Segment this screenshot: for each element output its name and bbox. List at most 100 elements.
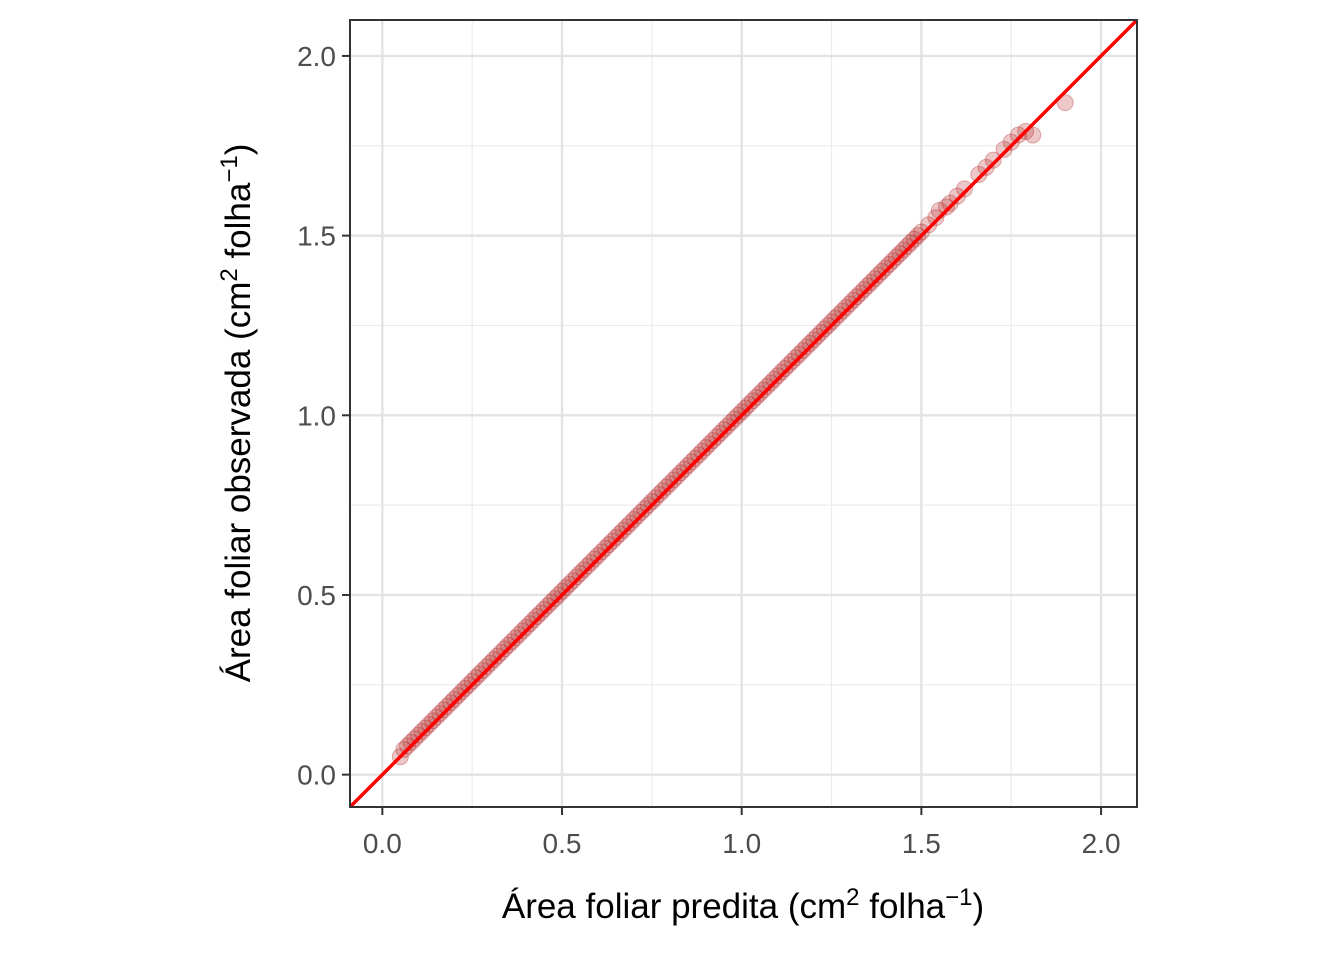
data-point xyxy=(672,464,690,482)
data-point xyxy=(758,378,776,396)
data-point xyxy=(891,245,909,263)
data-point xyxy=(905,230,923,248)
data-point xyxy=(844,291,862,309)
data-point xyxy=(596,539,614,557)
data-point xyxy=(772,363,790,381)
data-point xyxy=(460,676,478,694)
data-point xyxy=(841,295,859,313)
data-point xyxy=(625,511,643,529)
y-axis-title: Área foliar observada (cm2 folha−1) xyxy=(216,144,258,683)
data-point xyxy=(938,198,956,216)
data-point xyxy=(496,640,514,658)
data-point xyxy=(575,561,593,579)
data-point xyxy=(416,719,434,737)
data-point xyxy=(553,582,571,600)
y-axis-ticks: 0.0 0.5 1.0 1.5 2.0 xyxy=(297,41,350,791)
x-axis-ticks: 0.0 0.5 1.0 1.5 2.0 xyxy=(363,807,1121,859)
data-point xyxy=(632,503,650,521)
data-point xyxy=(876,259,894,277)
data-point xyxy=(668,467,686,485)
data-point xyxy=(790,345,808,363)
data-point xyxy=(481,654,499,672)
data-point xyxy=(449,687,467,705)
data-point xyxy=(643,493,661,511)
data-point xyxy=(650,485,668,503)
data-point xyxy=(402,733,420,751)
data-point xyxy=(560,575,578,593)
data-point xyxy=(887,248,905,266)
panel-border xyxy=(349,19,1138,808)
data-point xyxy=(794,342,812,360)
x-tick-label: 1.5 xyxy=(902,828,941,859)
data-point xyxy=(697,439,715,457)
y-tick-label: 0.0 xyxy=(297,760,336,791)
data-point xyxy=(690,446,708,464)
data-point xyxy=(941,194,959,212)
x-axis-title: Área foliar predita (cm2 folha−1) xyxy=(502,884,984,926)
data-point xyxy=(517,618,535,636)
data-point xyxy=(754,381,772,399)
data-point xyxy=(740,396,758,414)
data-point xyxy=(851,284,869,302)
data-point xyxy=(636,500,654,518)
data-point xyxy=(456,679,474,697)
data-point xyxy=(743,392,761,410)
data-point xyxy=(492,643,510,661)
data-point xyxy=(898,237,916,255)
data-point xyxy=(420,715,438,733)
data-point xyxy=(654,482,672,500)
data-point xyxy=(970,166,988,184)
data-point xyxy=(503,633,521,651)
data-points xyxy=(391,94,1074,766)
data-point xyxy=(531,604,549,622)
data-point xyxy=(920,216,938,234)
grid-lines xyxy=(350,20,1137,807)
data-point xyxy=(733,403,751,421)
data-point xyxy=(621,514,639,532)
data-point xyxy=(718,417,736,435)
data-point xyxy=(984,151,1002,169)
data-point xyxy=(1002,133,1020,151)
data-point xyxy=(442,694,460,712)
data-point xyxy=(582,554,600,572)
data-point xyxy=(567,568,585,586)
data-point xyxy=(848,288,866,306)
data-point xyxy=(424,712,442,730)
data-point xyxy=(956,180,974,198)
data-point xyxy=(675,460,693,478)
data-point xyxy=(1056,94,1074,112)
data-point xyxy=(693,442,711,460)
data-point xyxy=(474,661,492,679)
data-point xyxy=(815,320,833,338)
data-point xyxy=(726,410,744,428)
data-point xyxy=(711,424,729,442)
data-point xyxy=(902,234,920,252)
data-point xyxy=(801,334,819,352)
data-point xyxy=(445,690,463,708)
data-point xyxy=(700,435,718,453)
data-point xyxy=(880,255,898,273)
data-point xyxy=(614,521,632,539)
data-point xyxy=(747,388,765,406)
data-point xyxy=(478,658,496,676)
data-point xyxy=(808,327,826,345)
y-tick-label: 2.0 xyxy=(297,41,336,72)
data-point xyxy=(797,338,815,356)
x-tick-label: 1.0 xyxy=(722,828,761,859)
y-tick-label: 0.5 xyxy=(297,580,336,611)
data-point xyxy=(452,683,470,701)
data-point xyxy=(571,564,589,582)
data-point xyxy=(909,227,927,245)
data-point xyxy=(485,651,503,669)
data-point xyxy=(524,611,542,629)
data-point xyxy=(611,525,629,543)
data-point xyxy=(510,626,528,644)
data-point xyxy=(927,209,945,227)
data-point xyxy=(535,600,553,618)
data-point xyxy=(406,730,424,748)
data-point xyxy=(708,428,726,446)
data-point xyxy=(618,518,636,536)
data-point xyxy=(499,636,517,654)
data-point xyxy=(769,367,787,385)
data-point xyxy=(438,697,456,715)
